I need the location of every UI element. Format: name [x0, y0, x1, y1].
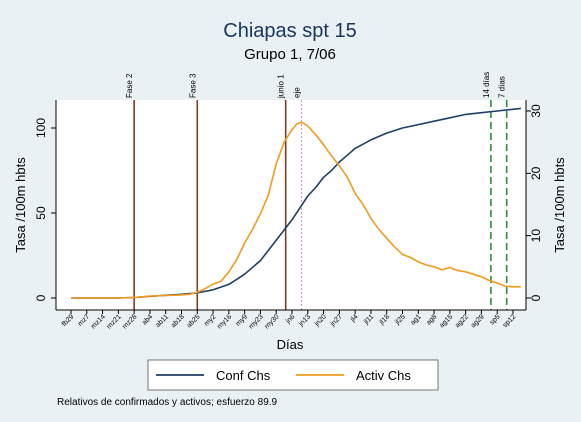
y-tick-label-right: 10 [529, 229, 543, 243]
y-tick-label-right: 20 [529, 166, 543, 180]
x-tick-label: jl4 [349, 313, 360, 324]
event-label: 7 días [498, 76, 507, 98]
y-tick-label-left: 100 [34, 118, 48, 138]
chart-title: Chiapas spt 15 [223, 20, 356, 42]
chart-subtitle: Grupo 1, 7/06 [244, 46, 336, 63]
x-axis-label: Días [277, 337, 304, 352]
y-tick-label-left: 0 [34, 294, 48, 301]
y-tick-label-right: 30 [529, 104, 543, 118]
event-label: Fase 2 [125, 73, 134, 98]
y-axis-label-left: Tasa /100m hbts [13, 157, 28, 253]
y-tick-label-left: 50 [34, 206, 48, 220]
legend-label: Conf Chs [216, 368, 271, 383]
chart-note: Relativos de confirmados y activos; esfu… [57, 397, 278, 408]
event-label: Fase 3 [188, 73, 197, 98]
series-line-activ [71, 121, 521, 299]
y-tick-label-right: 0 [529, 294, 543, 301]
legend-label: Activ Chs [356, 368, 411, 383]
event-label: 14 días [482, 72, 491, 98]
event-label: junio 1 [277, 74, 286, 99]
event-label: eje [292, 87, 301, 98]
y-axis-label-right: Tasa /100m hbts [552, 157, 567, 253]
